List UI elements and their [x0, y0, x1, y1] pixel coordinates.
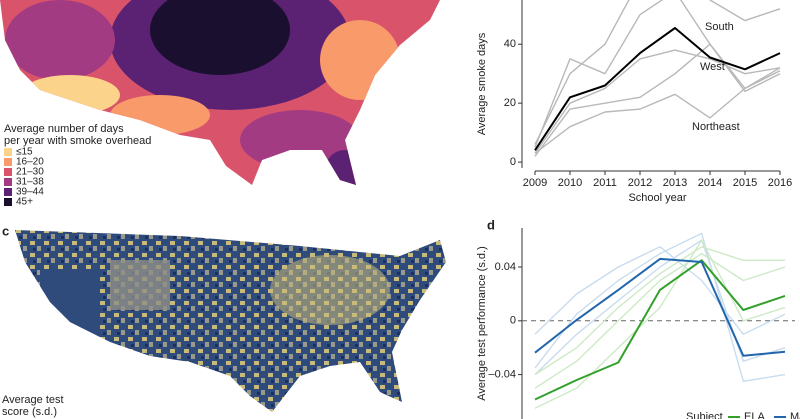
- legend-label: Math: [790, 411, 800, 419]
- legend-swatch: [4, 178, 12, 186]
- series-line: [534, 257, 786, 357]
- series-line: [534, 239, 786, 409]
- legend-title: Average number of days: [4, 123, 124, 135]
- series-line: [534, 70, 781, 154]
- legend-label: 16–20: [16, 157, 44, 168]
- annotation: Northeast: [692, 121, 740, 133]
- legend-label: 39–44: [16, 187, 44, 198]
- y-tick-label: 0: [510, 156, 516, 168]
- series-line: [534, 43, 781, 157]
- y-axis-label: Average smoke days: [476, 32, 488, 135]
- legend-swatch: [4, 148, 12, 156]
- legend-title: Average test: [2, 394, 64, 406]
- x-axis-label: School year: [628, 192, 686, 204]
- legend-label: 21–30: [16, 167, 44, 178]
- test-score-map: [15, 230, 446, 412]
- x-tick-label: 2016: [768, 177, 792, 189]
- legend-title: score (s.d.): [2, 406, 57, 418]
- x-tick-label: 2012: [628, 177, 652, 189]
- legend-bg: [0, 392, 62, 419]
- y-tick-label: 0: [510, 315, 516, 327]
- x-tick-label: 2013: [663, 177, 687, 189]
- y-tick-label: 40: [504, 38, 516, 50]
- series-line: [534, 232, 786, 382]
- legend-title: Subject: [686, 411, 723, 419]
- series-line: [534, 259, 786, 401]
- series-line: [534, 0, 781, 148]
- y-tick-label: 0.04: [495, 261, 516, 273]
- annotation: West: [700, 61, 725, 73]
- y-axis-label: Average test performance (s.d.): [476, 246, 488, 400]
- y-tick-label: 20: [504, 97, 516, 109]
- legend-swatch: [4, 168, 12, 176]
- series-line: [534, 252, 786, 389]
- x-tick-label: 2009: [523, 177, 547, 189]
- legend-swatch: [4, 158, 12, 166]
- legend-swatch: [4, 188, 12, 196]
- legend-swatch: [4, 198, 12, 206]
- x-tick-label: 2014: [698, 177, 722, 189]
- series-line: [534, 27, 781, 151]
- series-line: [534, 246, 786, 335]
- series-line: [534, 0, 781, 145]
- legend-title: per year with smoke overhead: [4, 135, 151, 147]
- legend-label: ≤15: [16, 147, 33, 158]
- panel-label: d: [487, 217, 495, 232]
- series-line: [534, 239, 786, 376]
- legend-label: 45+: [16, 197, 33, 208]
- series-line: [534, 246, 785, 376]
- x-tick-label: 2010: [558, 177, 582, 189]
- plot-area: [534, 0, 781, 157]
- panel-label: c: [2, 223, 9, 238]
- legend-label: ELA: [744, 411, 765, 419]
- series-line: [534, 49, 781, 154]
- x-tick-label: 2011: [593, 177, 617, 189]
- smoke-map: [0, 0, 440, 185]
- plot-area: [534, 232, 786, 409]
- x-tick-label: 2015: [733, 177, 757, 189]
- annotation: South: [705, 21, 734, 33]
- y-tick-label: –0.04: [488, 369, 516, 381]
- legend-label: 31–38: [16, 177, 44, 188]
